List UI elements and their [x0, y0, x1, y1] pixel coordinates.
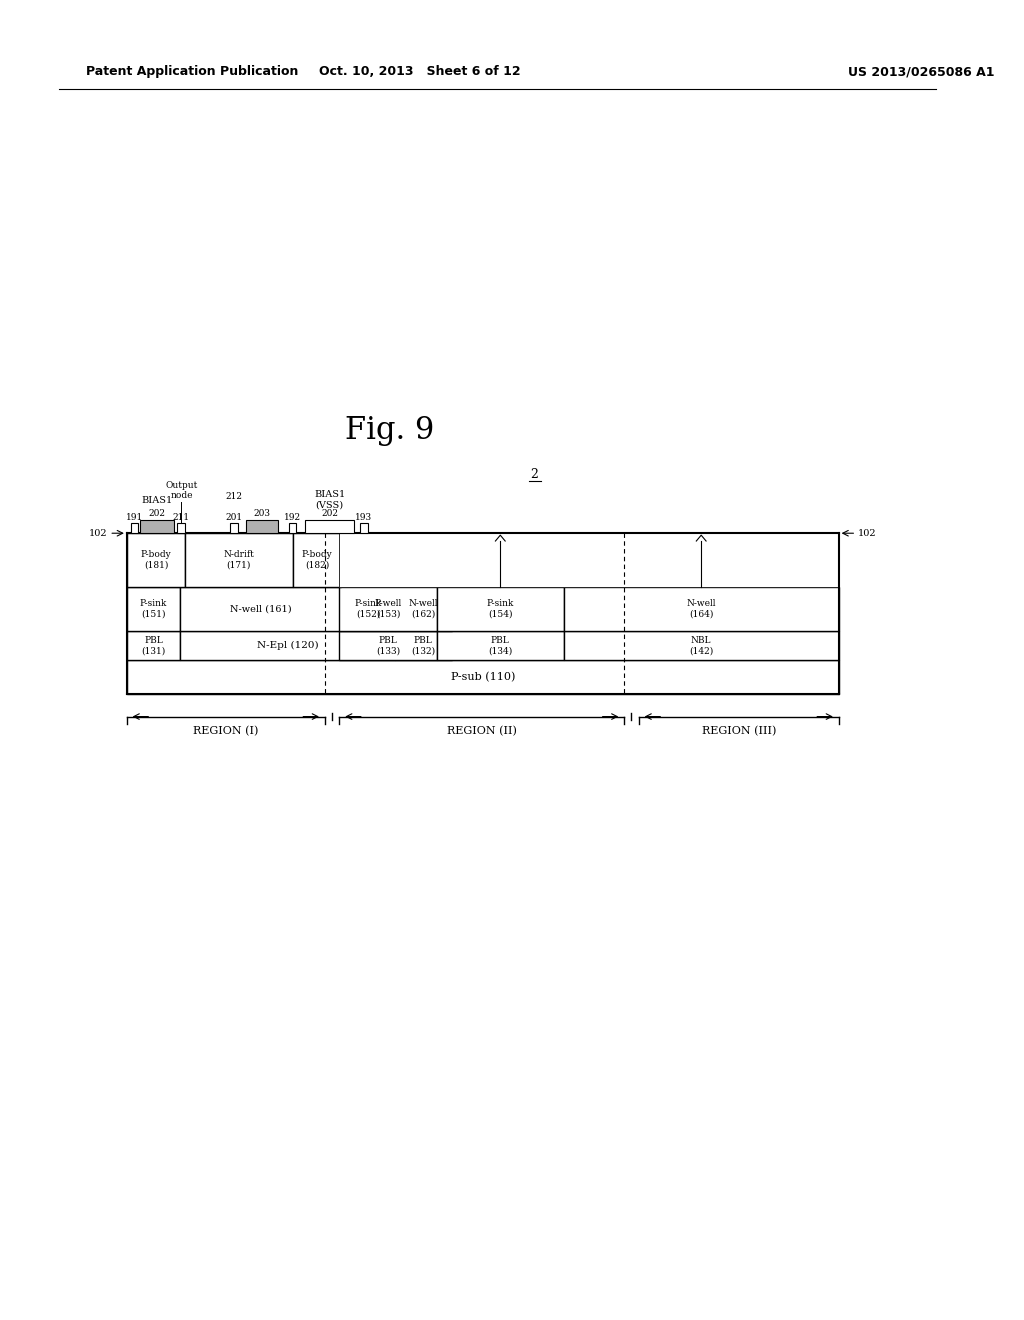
Text: N-well (161): N-well (161) — [230, 605, 292, 614]
Text: 102: 102 — [89, 529, 108, 537]
Bar — [563, 587, 839, 631]
Bar — [180, 587, 341, 631]
Text: Output
node: Output node — [165, 480, 198, 500]
Bar — [131, 524, 138, 533]
Bar — [180, 631, 395, 660]
Text: BIAS1
(VSS): BIAS1 (VSS) — [314, 490, 345, 510]
Text: 102: 102 — [858, 529, 877, 537]
Text: BIAS1: BIAS1 — [141, 495, 173, 504]
Text: REGION (II): REGION (II) — [446, 726, 517, 737]
Text: 193: 193 — [355, 513, 373, 523]
Text: Oct. 10, 2013   Sheet 6 of 12: Oct. 10, 2013 Sheet 6 of 12 — [318, 66, 520, 78]
Bar — [339, 533, 341, 587]
Text: P-sink
(154): P-sink (154) — [486, 599, 514, 619]
Bar — [395, 631, 452, 660]
Text: US 2013/0265086 A1: US 2013/0265086 A1 — [849, 66, 995, 78]
Bar — [563, 631, 839, 660]
Text: PBL
(133): PBL (133) — [376, 636, 400, 655]
Bar — [246, 520, 278, 533]
Text: N-well
(162): N-well (162) — [409, 599, 438, 619]
Bar — [289, 524, 297, 533]
Text: P-body
(181): P-body (181) — [140, 550, 171, 570]
Text: NBL
(142): NBL (142) — [689, 636, 714, 655]
Text: P-body
(182): P-body (182) — [302, 550, 333, 570]
Bar — [293, 533, 341, 587]
Text: N-Epl (120): N-Epl (120) — [257, 640, 318, 649]
Bar — [359, 524, 368, 533]
Bar — [305, 520, 354, 533]
Bar — [395, 587, 452, 631]
Bar — [177, 524, 185, 533]
Bar — [127, 631, 180, 660]
Text: P-sink
(152): P-sink (152) — [354, 599, 382, 619]
Bar — [339, 631, 437, 660]
Text: PBL
(134): PBL (134) — [488, 636, 512, 655]
Bar — [127, 533, 185, 587]
Text: 201: 201 — [225, 513, 243, 523]
Text: 191: 191 — [126, 513, 143, 523]
Text: REGION (III): REGION (III) — [701, 726, 776, 737]
Bar — [339, 587, 437, 631]
Bar — [185, 533, 293, 587]
Text: 2: 2 — [530, 469, 539, 482]
Text: 212: 212 — [225, 491, 243, 500]
Text: P-well
(153): P-well (153) — [375, 599, 401, 619]
Bar — [127, 660, 839, 694]
Text: N-well
(164): N-well (164) — [686, 599, 716, 619]
Text: N-drift
(171): N-drift (171) — [223, 550, 254, 570]
Text: 203: 203 — [253, 510, 270, 519]
Bar — [127, 587, 180, 631]
Text: 202: 202 — [148, 510, 166, 519]
Text: Fig. 9: Fig. 9 — [345, 416, 435, 446]
Bar — [341, 587, 395, 631]
Text: P-sink
(151): P-sink (151) — [140, 599, 167, 619]
Bar — [437, 631, 563, 660]
Text: Patent Application Publication: Patent Application Publication — [86, 66, 298, 78]
Bar — [437, 587, 563, 631]
Text: P-sub (110): P-sub (110) — [451, 672, 515, 682]
Text: REGION (I): REGION (I) — [194, 726, 258, 737]
Text: 192: 192 — [284, 513, 301, 523]
Bar — [230, 524, 238, 533]
Text: 211: 211 — [173, 513, 190, 523]
Text: PBL
(131): PBL (131) — [141, 636, 166, 655]
Text: PBL
(132): PBL (132) — [412, 636, 435, 655]
Bar — [140, 520, 174, 533]
Bar — [339, 533, 839, 587]
Text: 202: 202 — [322, 510, 338, 519]
